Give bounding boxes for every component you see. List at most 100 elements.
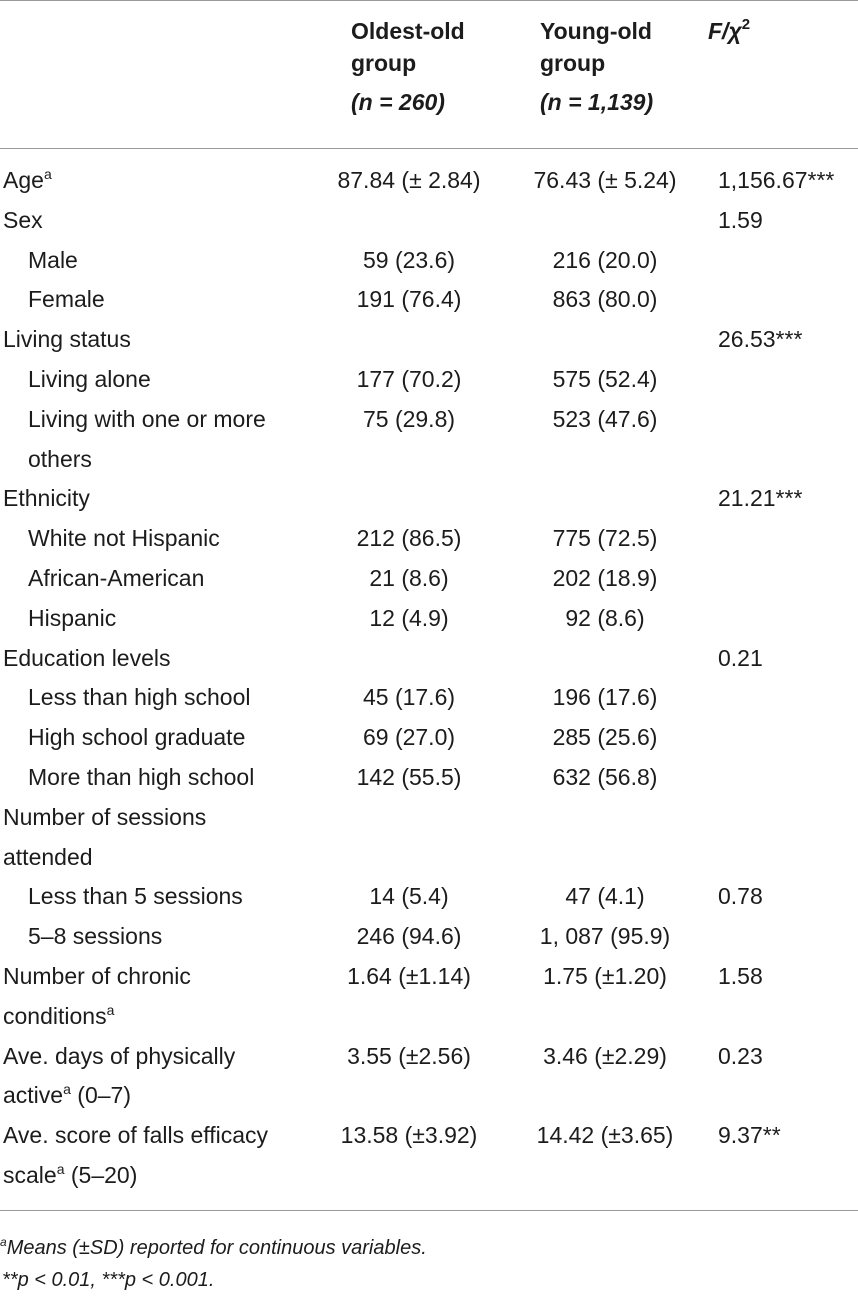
young-old-value: 92 (8.6) [565, 605, 645, 631]
oldest-old-value: 12 (4.9) [369, 605, 449, 631]
statistic-value: 1.59 [718, 207, 763, 233]
footnote-a-marker: a [0, 1235, 7, 1249]
row-label-text: Education levels [3, 645, 171, 671]
row-label-text: Living status [3, 326, 131, 352]
row-label-superscript: a [63, 1081, 71, 1097]
header-statistic: F/χ2 [708, 16, 751, 45]
statistic-value: 1.58 [718, 963, 763, 989]
row-label: Living alone [28, 359, 151, 399]
header-col1-line3: (n = 260) [351, 89, 445, 115]
row-label-text: Female [28, 286, 105, 312]
row-label-text: Number of chronic [3, 963, 191, 989]
young-old-value: 196 (17.6) [552, 684, 658, 710]
row-label: More than high school [28, 757, 254, 797]
row-label: African-American [28, 558, 204, 598]
young-old-value: 216 (20.0) [552, 247, 658, 273]
row-label: White not Hispanic [28, 518, 220, 558]
row-label-text: Living with one or more [28, 406, 266, 432]
oldest-old-value: 45 (17.6) [362, 684, 456, 710]
row-label-text: Less than 5 sessions [28, 883, 243, 909]
row-label: Living status [3, 319, 131, 359]
row-label-text: More than high school [28, 764, 255, 790]
young-old-value: 14.42 (±3.65) [536, 1122, 674, 1148]
young-old-value: 775 (72.5) [552, 525, 658, 551]
row-label: Male [28, 240, 78, 280]
row-label-text: High school graduate [28, 724, 246, 750]
row-label: Number of chronic [3, 956, 191, 996]
row-label: Less than 5 sessions [28, 876, 243, 916]
statistic-value: 21.21*** [718, 485, 803, 511]
footnote-p: **p < 0.01, ***p < 0.001. [2, 1267, 214, 1293]
footnote-p-text: **p < 0.01, ***p < 0.001. [2, 1269, 215, 1291]
header-young-old: Young-old group (n = 1,139) [540, 18, 653, 116]
row-label: Ave. days of physically [3, 1036, 235, 1076]
oldest-old-value: 13.58 (±3.92) [340, 1122, 478, 1148]
row-label-superscript: a [56, 1161, 65, 1177]
statistic-value: 0.21 [718, 645, 763, 671]
row-label: Hispanic [28, 598, 116, 638]
row-label: Education levels [3, 638, 171, 678]
row-label-text: active [3, 1082, 64, 1108]
oldest-old-value: 212 (86.5) [356, 525, 462, 551]
row-label-text: Ave. days of physically [3, 1043, 236, 1069]
young-old-value: 575 (52.4) [552, 366, 658, 392]
row-label: Less than high school [28, 677, 251, 717]
oldest-old-value: 191 (76.4) [356, 286, 462, 312]
oldest-old-value: 1.64 (±1.14) [347, 963, 471, 989]
row-label-text: conditions [3, 1003, 107, 1029]
header-oldest-old: Oldest-old group (n = 260) [351, 18, 465, 116]
row-label: scalea (5–20) [3, 1155, 137, 1195]
bottom-rule [0, 1210, 858, 1211]
young-old-value: 3.46 (±2.29) [543, 1043, 667, 1069]
young-old-value: 523 (47.6) [552, 406, 658, 432]
statistic-value: 9.37** [718, 1122, 781, 1148]
young-old-value: 1.75 (±1.20) [543, 963, 667, 989]
row-label: conditionsa [3, 996, 114, 1036]
header-col2-line2: group [540, 50, 606, 76]
header-col1-line2: group [351, 50, 417, 76]
row-label: activea (0–7) [3, 1075, 131, 1115]
row-label: Ave. score of falls efficacy [3, 1115, 268, 1155]
young-old-value: 202 (18.9) [552, 565, 658, 591]
row-label-text: Number of sessions [3, 804, 207, 830]
row-label: others [28, 439, 92, 479]
footnote-a: aMeans (±SD) reported for continuous var… [0, 1235, 427, 1261]
top-rule [0, 0, 858, 1]
row-label-superscript: a [106, 1002, 115, 1018]
row-label-text: Living alone [28, 366, 151, 392]
statistic-value: 0.78 [718, 883, 763, 909]
header-col3-sup: 2 [741, 16, 751, 33]
row-label-text: Ave. score of falls efficacy [3, 1122, 269, 1148]
row-label-range: (0–7) [70, 1082, 131, 1108]
footnote-a-text: Means (±SD) reported for continuous vari… [6, 1237, 427, 1259]
row-label: Sex [3, 200, 43, 240]
row-label: Number of sessions [3, 797, 206, 837]
row-label-superscript: a [43, 166, 52, 182]
oldest-old-value: 142 (55.5) [356, 764, 462, 790]
row-label-text: Ethnicity [3, 485, 90, 511]
oldest-old-value: 246 (94.6) [356, 923, 462, 949]
row-label-text: Sex [3, 207, 43, 233]
oldest-old-value: 21 (8.6) [369, 565, 449, 591]
row-label: Living with one or more [28, 399, 266, 439]
row-label-text: attended [3, 844, 93, 870]
row-label-text: 5–8 sessions [28, 923, 163, 949]
header-col2-line3: (n = 1,139) [540, 89, 654, 115]
row-label: Agea [3, 160, 52, 200]
statistic-value: 0.23 [718, 1043, 763, 1069]
oldest-old-value: 87.84 (± 2.84) [337, 167, 481, 193]
oldest-old-value: 59 (23.6) [362, 247, 456, 273]
row-label-text: Hispanic [28, 605, 117, 631]
header-rule [0, 148, 858, 149]
young-old-value: 1, 087 (95.9) [539, 923, 671, 949]
row-label-text: scale [3, 1162, 57, 1188]
row-label-range: (5–20) [64, 1162, 138, 1188]
statistic-value: 26.53*** [718, 326, 803, 352]
row-label: High school graduate [28, 717, 245, 757]
row-label: Ethnicity [3, 478, 90, 518]
row-label-text: African-American [28, 565, 205, 591]
row-label: 5–8 sessions [28, 916, 162, 956]
row-label-text: others [28, 446, 92, 472]
oldest-old-value: 14 (5.4) [369, 883, 449, 909]
row-label-text: Less than high school [28, 684, 251, 710]
